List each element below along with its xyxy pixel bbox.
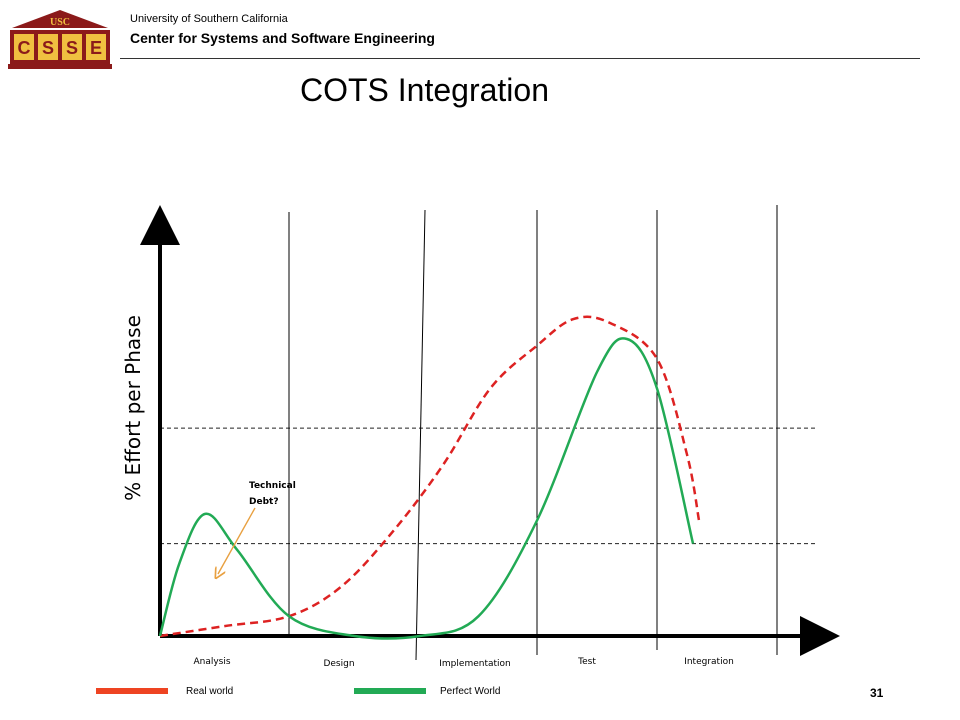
logo-letter-box — [14, 34, 34, 60]
logo-letter: C — [18, 38, 31, 58]
logo-letter: E — [90, 38, 102, 58]
series-line-real-world — [159, 315, 701, 638]
category-label: Design — [323, 659, 354, 669]
header-rule — [120, 58, 920, 59]
annotation-text-line2: Debt? — [249, 497, 279, 507]
phase-divider — [415, 209, 426, 661]
org-line-2: Center for Systems and Software Engineer… — [130, 30, 435, 46]
category-label: Test — [577, 657, 596, 667]
logo-letter: S — [66, 38, 78, 58]
category-label: Integration — [684, 657, 734, 667]
logo-letter-box — [62, 34, 82, 60]
series-line-perfect-world — [158, 337, 695, 640]
logo-letter-box — [38, 34, 58, 60]
logo-usc-text: USC — [50, 17, 70, 28]
annotation-arrow — [218, 507, 256, 574]
slide-title: COTS Integration — [300, 72, 549, 108]
org-line-1: University of Southern California — [130, 13, 288, 25]
logo-letter-box — [86, 34, 106, 60]
legend-label-real-world: Real world — [186, 686, 234, 697]
page-number: 31 — [870, 686, 884, 700]
y-axis-label: % Effort per Phase — [121, 315, 145, 501]
category-label: Implementation — [439, 659, 510, 669]
annotation-text-line1: Technical — [249, 481, 296, 491]
category-label: Analysis — [193, 657, 230, 667]
legend-swatch-perfect-world — [354, 688, 426, 694]
legend-label-perfect-world: Perfect World — [440, 686, 501, 697]
logo-letter: S — [42, 38, 54, 58]
legend-swatch-real-world — [96, 688, 168, 694]
